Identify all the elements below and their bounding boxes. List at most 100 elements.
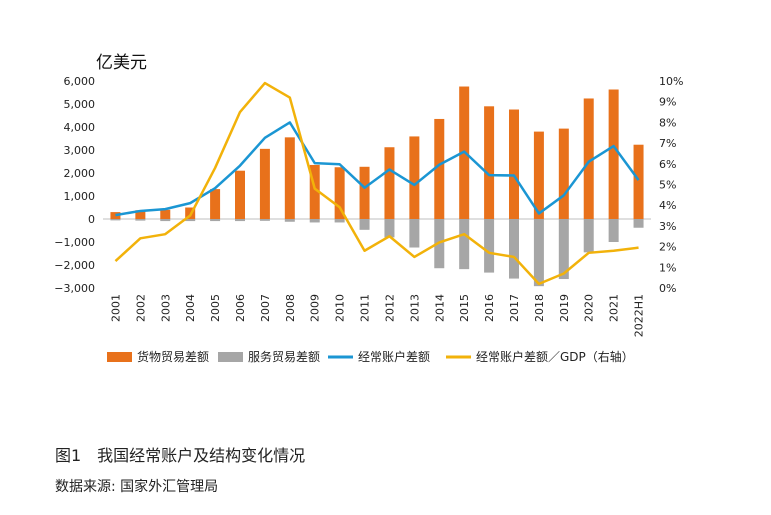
services-balance-bar [309, 219, 320, 223]
x-tick-label: 2008 [284, 294, 297, 322]
data-source: 数据来源: 国家外汇管理局 [55, 479, 219, 495]
y2-tick-label: 4% [659, 199, 676, 212]
services-balance-bar [384, 219, 395, 238]
x-tick-label: 2014 [433, 294, 446, 322]
goods-balance-bar [608, 89, 619, 219]
y2-tick-label: 7% [659, 137, 676, 150]
goods-balance-bar [558, 128, 569, 219]
services-balance-bar [633, 219, 644, 228]
x-tick-label: 2006 [234, 294, 247, 322]
line-layer [114, 81, 640, 286]
current-account-gdp-ratio-line [114, 81, 639, 286]
services-balance-bar [259, 219, 270, 221]
goods-balance-bar [583, 98, 594, 219]
goods-balance-bar [135, 210, 146, 219]
x-tick-label: 2013 [408, 294, 421, 322]
services-balance-bar [284, 219, 295, 222]
y-tick-label: −3,000 [54, 282, 95, 295]
services-balance-bar [235, 219, 245, 222]
x-tick-label: 2021 [608, 294, 621, 322]
x-tick-label: 2022H1 [633, 294, 646, 337]
y-tick-label: 5,000 [64, 98, 96, 111]
y-tick-label: 3,000 [64, 144, 96, 157]
goods-balance-bar [484, 106, 495, 219]
x-tick-label: 2005 [209, 294, 222, 322]
x-tick-label: 2015 [458, 294, 471, 322]
services-balance-bar [484, 219, 495, 273]
goods-balance-bar [384, 147, 395, 219]
goods-balance-bar [359, 166, 370, 219]
y2-tick-label: 5% [659, 179, 676, 192]
x-tick-label: 2016 [483, 294, 496, 322]
y-tick-label: 6,000 [64, 75, 96, 88]
services-balance-bar [334, 219, 345, 223]
x-tick-label: 2001 [109, 294, 122, 322]
services-balance-bar [459, 219, 470, 270]
goods-balance-bar [210, 189, 221, 219]
y2-tick-label: 1% [659, 261, 676, 274]
goods-balance-bar [259, 148, 270, 219]
y2-tick-label: 3% [659, 220, 676, 233]
y2-tick-label: 2% [659, 241, 676, 254]
goods-balance-bar [309, 164, 320, 219]
services-balance-bar [135, 219, 146, 221]
goods-balance-bar [235, 170, 245, 219]
y2-tick-label: 10% [659, 75, 683, 88]
goods-balance-bar [533, 131, 544, 219]
services-balance-bar [160, 219, 171, 222]
y2-tick-label: 8% [659, 116, 676, 129]
goods-balance-bar [434, 118, 445, 219]
current-account-line [115, 121, 640, 217]
y-tick-label: 1,000 [64, 190, 96, 203]
x-tick-labels: 2001 2002 2003 2004 2005 2006 2007 2008 2009 2010… [109, 294, 645, 337]
x-tick-label: 2012 [383, 294, 396, 322]
goods-balance-bar [633, 144, 644, 219]
legend-current-account-label: 经常账户差额 [358, 349, 430, 364]
legend-goods-label: 货物贸易差额 [137, 349, 209, 364]
y-tick-label: 2,000 [64, 167, 96, 180]
chart-canvas: 6,000 5,000 4,000 3,000 2,000 1,000 0 −1,000 −2,… [54, 75, 683, 364]
x-tick-label: 2004 [184, 294, 197, 322]
x-tick-label: 2003 [159, 294, 172, 322]
services-balance-bar [210, 219, 221, 222]
y-tick-label: 4,000 [64, 121, 96, 134]
legend-ratio-label: 经常账户差额／GDP（右轴） [476, 349, 634, 364]
right-y-tick-labels: 10% 9% 8% 7% 6% 5% 4% 3% 2% 1% 0% [659, 75, 683, 295]
services-balance-bar [583, 219, 594, 253]
services-balance-bar [185, 219, 196, 222]
y2-tick-label: 6% [659, 158, 676, 171]
y-axis-unit-label: 亿美元 [96, 53, 147, 73]
services-balance-bar [409, 219, 420, 248]
x-tick-label: 2020 [583, 294, 596, 322]
x-tick-label: 2019 [558, 294, 571, 322]
bar-layer [110, 86, 644, 287]
goods-balance-bar [160, 209, 171, 219]
x-tick-label: 2010 [334, 294, 347, 322]
y-tick-label: −1,000 [54, 236, 95, 249]
x-tick-label: 2018 [533, 294, 546, 322]
legend-services-label: 服务贸易差额 [248, 349, 320, 364]
y2-tick-label: 0% [659, 282, 676, 295]
legend-services-swatch [218, 352, 243, 362]
x-tick-label: 2002 [134, 294, 147, 322]
x-tick-label: 2017 [508, 294, 521, 322]
y-tick-label: 0 [88, 213, 95, 226]
x-tick-label: 2007 [259, 294, 272, 322]
y2-tick-label: 9% [659, 96, 676, 109]
services-balance-bar [110, 219, 121, 221]
x-tick-label: 2011 [359, 294, 372, 322]
services-balance-bar [558, 219, 569, 280]
goods-balance-bar [284, 137, 295, 219]
legend: 货物贸易差额 服务贸易差额 经常账户差额 经常账户差额／GDP（右轴） [107, 349, 634, 364]
figure-caption: 图1 我国经常账户及结构变化情况 [55, 446, 306, 465]
goods-balance-bar [110, 212, 121, 219]
goods-balance-bar [409, 136, 420, 219]
services-balance-bar [533, 219, 544, 287]
x-tick-label: 2009 [309, 294, 322, 322]
goods-balance-bar [509, 109, 519, 219]
services-balance-bar [359, 219, 370, 230]
left-y-tick-labels: 6,000 5,000 4,000 3,000 2,000 1,000 0 −1,000 −2,… [54, 75, 95, 295]
y-tick-label: −2,000 [54, 259, 95, 272]
services-balance-bar [509, 219, 519, 279]
legend-goods-swatch [107, 352, 132, 362]
